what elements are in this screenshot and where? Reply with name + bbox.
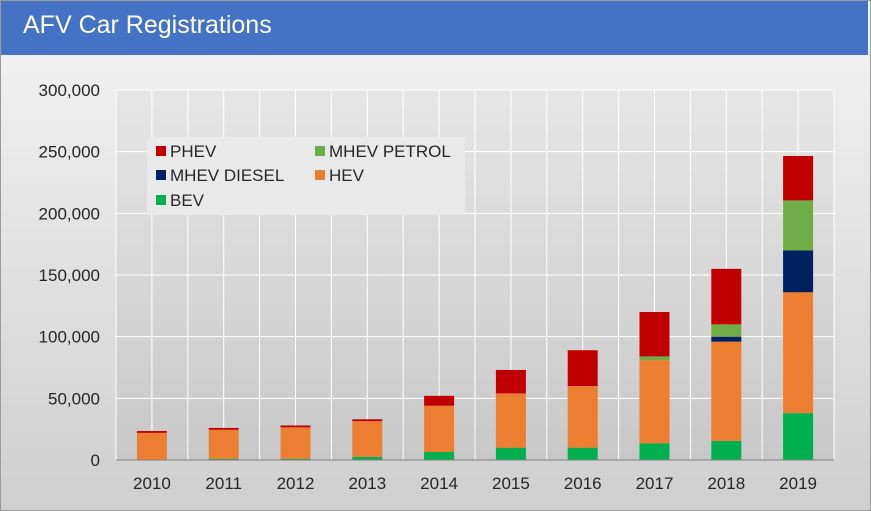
bar-hev	[711, 341, 742, 441]
legend-box	[147, 137, 465, 215]
y-tick-label: 0	[91, 451, 100, 470]
bar-hev	[424, 405, 455, 452]
bar-phev	[639, 312, 670, 357]
legend-swatch-phev	[156, 146, 166, 156]
x-tick-label: 2010	[133, 474, 171, 493]
bar-mhev-diesel	[711, 336, 742, 342]
bar-hev	[208, 429, 239, 459]
x-tick-label: 2014	[420, 474, 458, 493]
bar-hev	[136, 432, 167, 460]
bar-hev	[567, 386, 598, 448]
bar-bev	[352, 456, 383, 460]
legend-label-phev: PHEV	[170, 142, 217, 161]
bar-hev	[280, 427, 311, 459]
bar-phev	[495, 369, 526, 394]
bar-phev	[711, 268, 742, 325]
bar-phev	[280, 425, 311, 428]
y-tick-label: 150,000	[39, 266, 100, 285]
x-tick-label: 2016	[564, 474, 602, 493]
title-bar: AFV Car Registrations	[1, 1, 868, 55]
bar-bev	[208, 458, 239, 460]
legend-swatch-mhev-diesel	[156, 170, 166, 180]
bar-hev	[639, 360, 670, 444]
bar-phev	[783, 155, 814, 201]
bar-bev	[639, 443, 670, 460]
x-tick-label: 2011	[205, 474, 242, 493]
bar-phev	[136, 431, 167, 433]
chart-title: AFV Car Registrations	[23, 11, 272, 39]
bar-hev	[495, 393, 526, 448]
bar-bev	[280, 458, 311, 460]
x-tick-label: 2019	[779, 474, 817, 493]
bar-bev	[783, 413, 814, 460]
x-tick-label: 2013	[348, 474, 386, 493]
bar-hev	[783, 292, 814, 414]
bar-hev	[352, 421, 383, 457]
y-tick-label: 250,000	[39, 143, 100, 162]
bar-bev	[711, 440, 742, 460]
bar-mhev-petrol	[711, 324, 742, 337]
legend-swatch-hev	[315, 170, 325, 180]
x-tick-label: 2012	[277, 474, 315, 493]
bar-mhev-petrol	[639, 356, 670, 361]
legend-label-bev: BEV	[170, 191, 205, 210]
x-tick-label: 2018	[707, 474, 745, 493]
bar-phev	[424, 395, 455, 406]
y-tick-label: 50,000	[48, 389, 100, 408]
y-tick-label: 200,000	[39, 204, 100, 223]
bar-bev	[424, 451, 455, 460]
x-tick-label: 2017	[636, 474, 674, 493]
bar-phev	[208, 427, 239, 430]
bar-mhev-petrol	[783, 200, 814, 251]
x-tick-label: 2015	[492, 474, 530, 493]
y-tick-label: 300,000	[39, 81, 100, 100]
legend-label-hev: HEV	[329, 166, 365, 185]
bar-phev	[352, 419, 383, 422]
legend-label-mhev-petrol: MHEV PETROL	[329, 142, 451, 161]
bar-bev	[567, 447, 598, 460]
bar-bev	[495, 447, 526, 460]
bar-phev	[567, 350, 598, 386]
y-tick-label: 100,000	[39, 328, 100, 347]
bar-mhev-diesel	[783, 250, 814, 293]
legend-swatch-mhev-petrol	[315, 146, 325, 156]
legend-swatch-bev	[156, 195, 166, 205]
legend-label-mhev-diesel: MHEV DIESEL	[170, 166, 284, 185]
